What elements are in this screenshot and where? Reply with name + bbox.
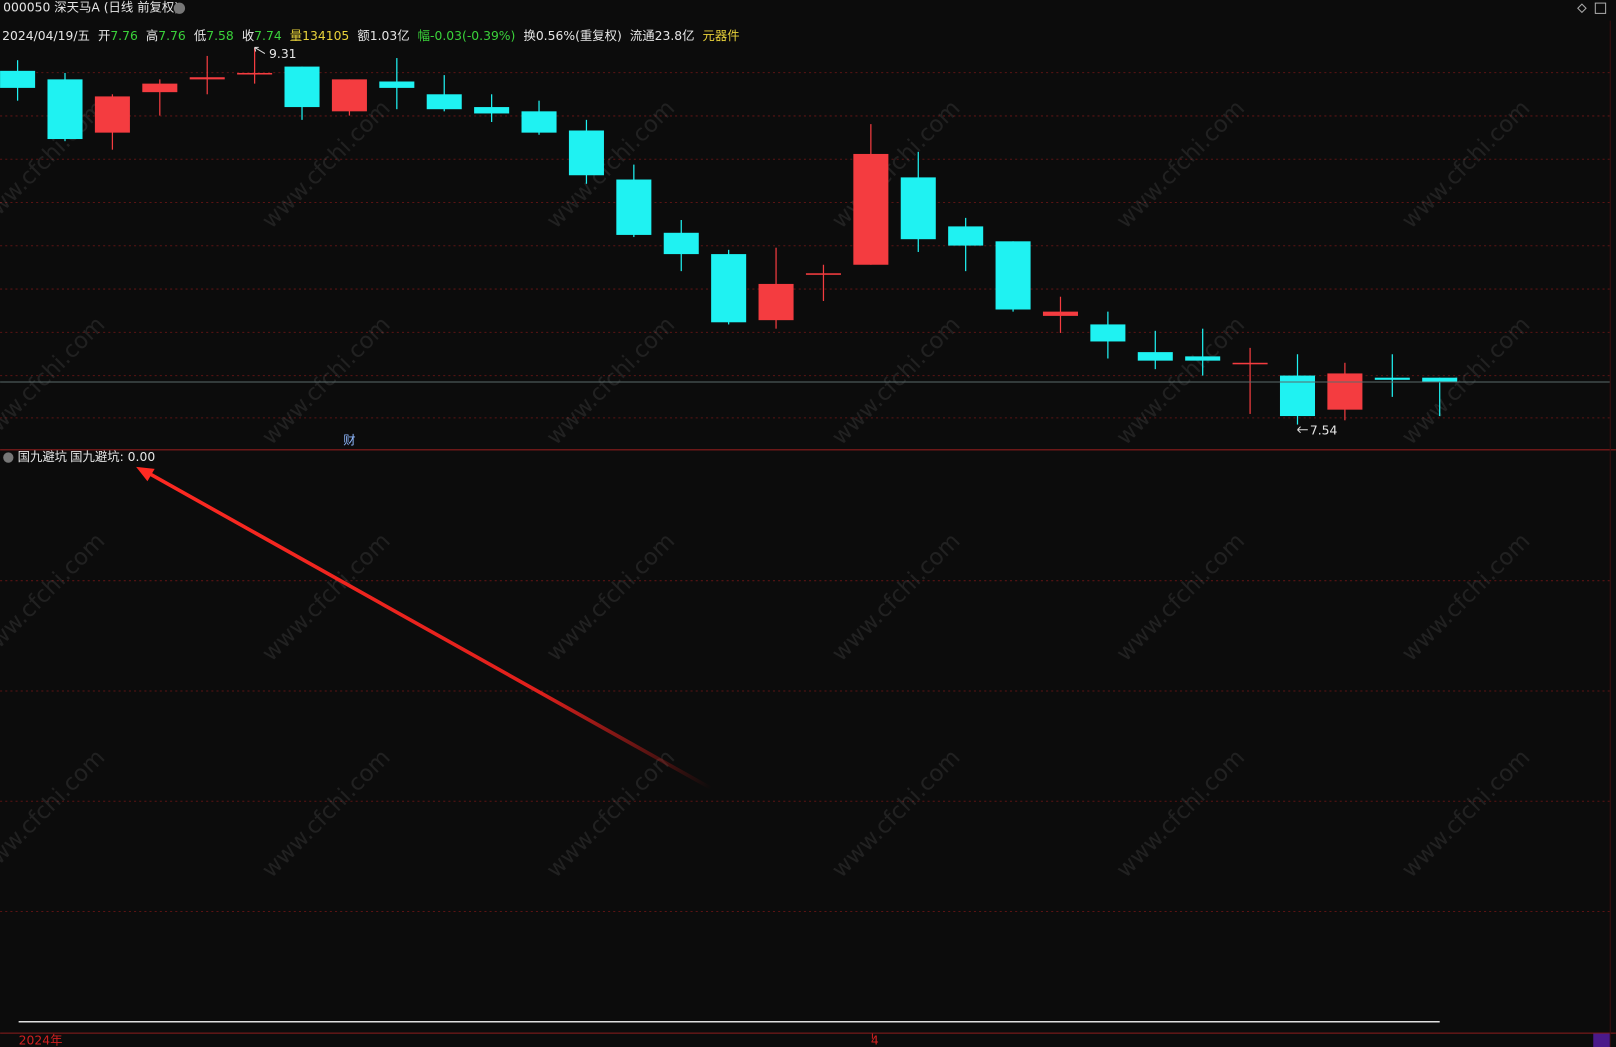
indicator-value: 国九避坑: 0.00 [70,449,155,464]
low-label: 7.54 [1310,423,1338,437]
candle-body [189,77,225,80]
info-label: 高 [146,28,158,43]
annotation-arrowhead [136,466,155,482]
time-axis-label: 2024年 [19,1033,63,1047]
info-sector: 元器件 [703,29,740,43]
info-date: 2024/04/19/五 [2,29,90,43]
candle-body [1327,373,1363,410]
info-line: 2024/04/19/五 开7.76 高7.76 低7.58 收7.74 量13… [2,28,739,43]
time-axis-label: 4 [871,1033,879,1047]
info-low: 7.58 [206,29,234,43]
icon-diamond[interactable] [1577,3,1587,14]
candle-body [1232,362,1268,365]
candle-body [284,66,320,108]
info-turnover: 换0.56%(重复权) [523,29,621,43]
candle-body [0,70,36,88]
candle-body [568,130,604,176]
indicator-name: 国九避坑 [18,449,67,464]
candle-body [758,283,794,321]
info-amount: 额1.03亿 [357,28,409,43]
candle-body [47,79,83,140]
candle-body [237,72,273,75]
chart-title: 000050 深天马A (日线 前复权) [3,0,179,15]
corner-button[interactable] [1593,1033,1610,1047]
info-label: 开 [98,29,110,43]
low-pointer [1297,426,1308,434]
candle-body [995,241,1031,310]
candle-body [379,81,415,88]
event-marker[interactable]: 财 [343,434,355,448]
info-label: 低 [194,29,206,43]
high-pointer [254,46,266,55]
candle-body [474,107,510,114]
indicator-menu-icon[interactable] [3,452,14,463]
candle-body [663,232,699,255]
candle-body [805,273,841,275]
candle-body [900,177,936,240]
high-label: 9.31 [269,47,297,61]
candle-body [1422,377,1458,382]
info-volume: 量134105 [290,29,350,43]
info-close: 7.74 [254,29,282,43]
candle-body [1374,377,1410,380]
candle-body [711,254,747,323]
candle-body [94,96,130,133]
info-open: 7.76 [110,29,138,43]
icon-window[interactable] [1594,2,1607,14]
annotation-arrow [145,470,713,790]
candle-body [853,153,889,265]
grid [0,72,1610,913]
candle-body [616,179,652,235]
candle-body [426,94,462,110]
candle-body [521,111,557,133]
candle-body [1137,352,1173,361]
info-float: 流通23.8亿 [630,28,695,43]
candle-body [142,83,178,93]
title-menu-icon[interactable] [173,2,186,14]
candle-body [1042,311,1078,316]
info-change: 幅-0.03(-0.39%) [418,28,516,43]
candle-body [331,79,367,112]
candle-body [1090,324,1126,342]
candles: 9.31 7.54 [0,46,1610,437]
candle-body [1185,356,1221,361]
info-high: 7.76 [158,29,186,43]
info-label: 收 [242,29,254,43]
candle-body [948,226,984,246]
